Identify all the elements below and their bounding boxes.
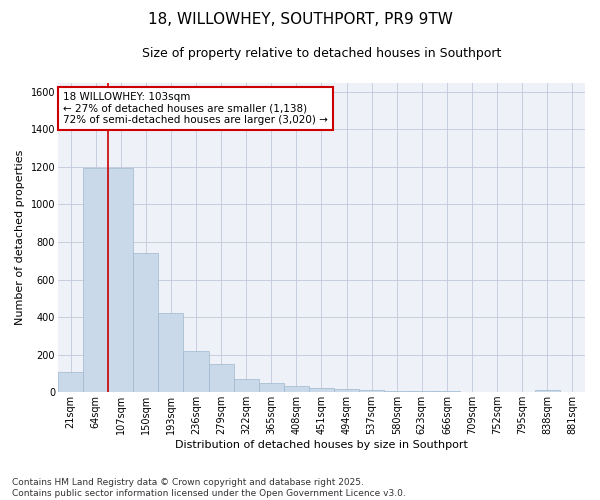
Bar (259, 383, 284, 392)
Bar (334, 390, 359, 392)
Title: Size of property relative to detached houses in Southport: Size of property relative to detached ho… (142, 48, 501, 60)
Bar (384, 390, 409, 392)
Bar (158, 314, 184, 392)
Text: Contains HM Land Registry data © Crown copyright and database right 2025.
Contai: Contains HM Land Registry data © Crown c… (12, 478, 406, 498)
Bar (359, 390, 384, 392)
Bar (209, 364, 233, 392)
X-axis label: Distribution of detached houses by size in Southport: Distribution of detached houses by size … (175, 440, 468, 450)
Bar (133, 254, 158, 392)
Bar (184, 351, 209, 392)
Bar (233, 379, 259, 392)
Bar (58, 372, 83, 392)
Bar (108, 168, 133, 392)
Bar (409, 391, 434, 392)
Text: 18 WILLOWHEY: 103sqm
← 27% of detached houses are smaller (1,138)
72% of semi-de: 18 WILLOWHEY: 103sqm ← 27% of detached h… (63, 92, 328, 125)
Y-axis label: Number of detached properties: Number of detached properties (15, 150, 25, 325)
Bar (284, 386, 309, 392)
Bar (309, 388, 334, 392)
Text: 18, WILLOWHEY, SOUTHPORT, PR9 9TW: 18, WILLOWHEY, SOUTHPORT, PR9 9TW (148, 12, 452, 28)
Bar (535, 390, 560, 392)
Bar (83, 168, 108, 392)
